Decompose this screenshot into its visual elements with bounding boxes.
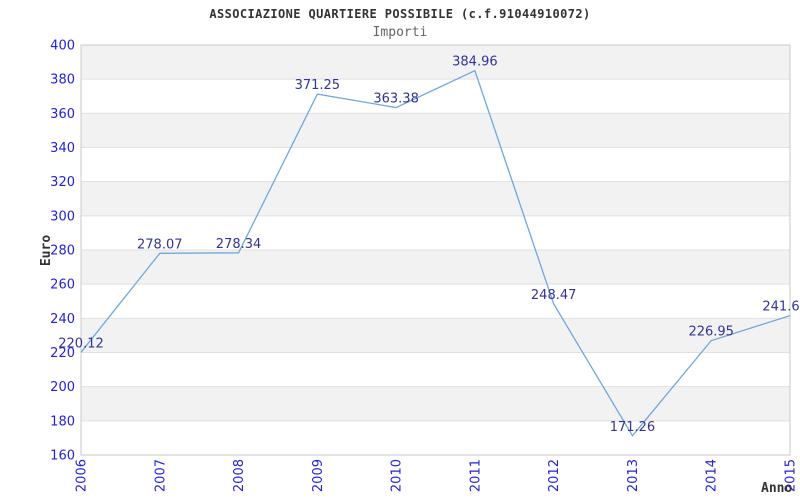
y-tick-label: 260 — [50, 278, 75, 293]
y-axis-title: Euro — [39, 234, 55, 267]
x-tick-label: 2012 — [547, 459, 562, 492]
y-tick-label: 220 — [50, 346, 75, 361]
x-tick-label: 2013 — [626, 459, 641, 492]
data-point-label: 220.12 — [58, 336, 104, 351]
y-tick-label: 300 — [50, 209, 75, 224]
data-point-label: 278.07 — [137, 237, 183, 252]
data-point-label: 371.25 — [295, 78, 341, 93]
y-tick-label: 240 — [50, 312, 75, 327]
x-tick-label: 2015 — [784, 459, 799, 492]
plot-band — [81, 318, 790, 353]
plot-band — [81, 215, 790, 250]
data-point-label: 363.38 — [373, 92, 419, 107]
y-tick-label: 200 — [50, 380, 75, 395]
series-line — [80, 69, 791, 437]
y-tick-label: 400 — [50, 39, 75, 54]
x-tick-label: 2014 — [705, 459, 720, 492]
y-tick-label: 360 — [50, 107, 75, 122]
data-point-label: 248.47 — [531, 288, 577, 303]
data-point-label: 384.96 — [452, 55, 498, 70]
y-tick-label: 180 — [50, 414, 75, 429]
plot-band — [81, 79, 790, 114]
y-tick-label: 340 — [50, 141, 75, 156]
x-tick-label: 2007 — [153, 459, 168, 492]
plot-band — [81, 284, 790, 319]
data-point-label: 226.95 — [688, 325, 734, 340]
x-tick-label: 2008 — [232, 459, 247, 492]
plot-band — [81, 147, 790, 182]
x-axis-title: Anno — [761, 481, 793, 496]
plot-band — [81, 113, 790, 148]
x-tick-label: 2010 — [390, 459, 405, 492]
plot-band — [81, 45, 790, 80]
x-tick-label: 2009 — [311, 459, 326, 492]
plot-band — [81, 386, 790, 421]
plot-band — [81, 181, 790, 216]
plot-border — [80, 44, 791, 456]
chart-subtitle: Importi — [372, 25, 428, 40]
x-tick-label: 2011 — [468, 459, 483, 492]
y-tick-label: 280 — [50, 244, 75, 259]
y-tick-label: 320 — [50, 175, 75, 190]
data-point-label: 241.6 — [762, 300, 799, 315]
data-point-label: 171.26 — [610, 420, 656, 435]
y-tick-label: 380 — [50, 73, 75, 88]
plot-band — [81, 420, 790, 455]
chart-title: ASSOCIAZIONE QUARTIERE POSSIBILE (c.f.91… — [209, 7, 591, 21]
plot-band — [81, 250, 790, 285]
x-tick-label: 2006 — [75, 459, 90, 492]
plot-band — [81, 352, 790, 387]
data-point-label: 278.34 — [216, 237, 262, 252]
y-tick-label: 160 — [50, 449, 75, 464]
